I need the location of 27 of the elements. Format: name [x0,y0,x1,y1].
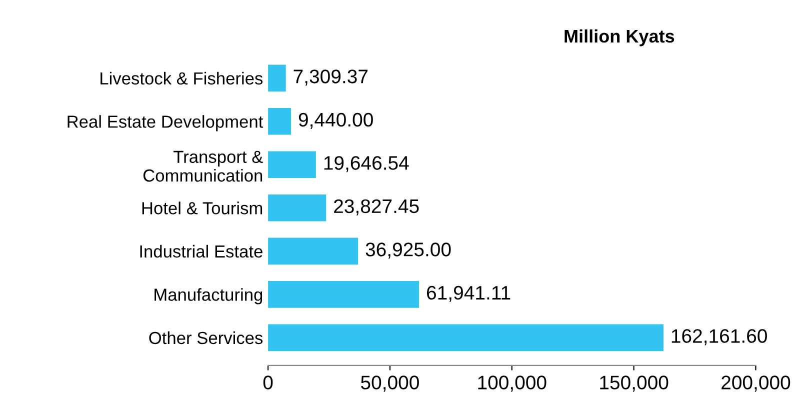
bar [268,281,420,308]
data-label: 162,161.60 [672,329,767,346]
y-tick-label: Hotel & Tourism [142,202,262,214]
y-tick-label: Livestock & Fisheries [100,72,263,85]
data-label: 23,827.45 [334,199,419,216]
bar [268,151,316,178]
y-tick-label: Transport & Communication [143,150,263,182]
y-tick-label: Other Services [149,331,263,344]
data-label: 36,925.00 [366,242,451,259]
data-label: 61,941.11 [427,286,510,302]
bar [268,108,292,135]
chart-title: Million Kyats [564,29,674,46]
bar [268,64,286,92]
bar [268,238,358,265]
y-tick-label: Manufacturing [154,288,262,304]
x-tick-label: 100,000 [478,376,546,392]
data-label: 7,309.37 [294,70,368,86]
x-tick-label: 0 [263,376,273,390]
y-tick-label: Industrial Estate [140,244,262,258]
x-tick-label: 50,000 [361,376,419,392]
bar [268,324,664,352]
x-tick-label: 200,000 [722,376,790,392]
x-tick-label: 150,000 [600,376,668,392]
data-label: 9,440.00 [298,112,373,129]
y-tick-label: Real Estate Development [68,115,264,132]
bar [268,194,326,222]
data-label: 19,646.54 [324,156,409,172]
